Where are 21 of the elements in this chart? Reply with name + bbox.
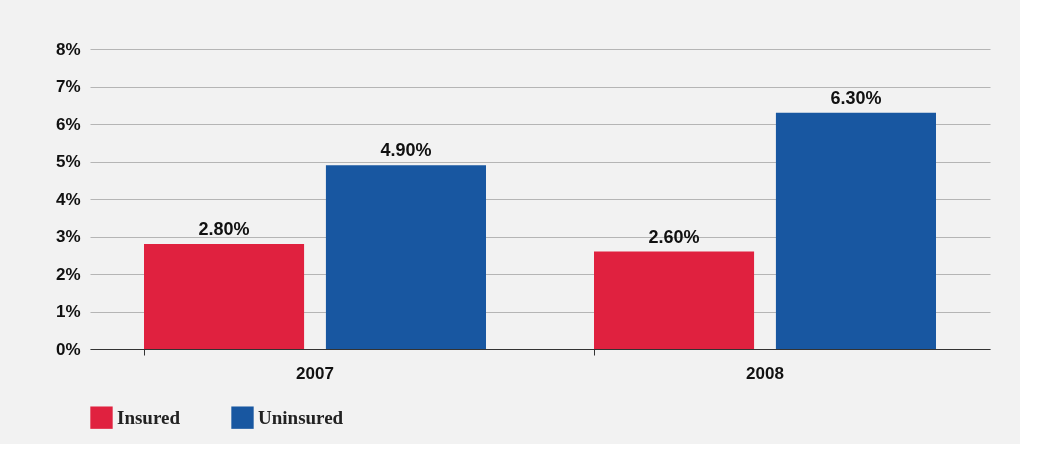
y-tick-label: 3% (55, 227, 81, 246)
y-tick-label: 6% (55, 114, 81, 134)
data-label: 2.60% (648, 226, 700, 247)
y-tick-label: 7% (55, 77, 81, 96)
x-tick-label: 2008 (746, 363, 784, 383)
bar (144, 244, 305, 349)
y-tick-label: 5% (55, 152, 81, 171)
bar (325, 165, 486, 349)
y-tick-label: 2% (55, 264, 81, 284)
data-label: 6.30% (830, 87, 882, 108)
data-label: 4.90% (380, 140, 432, 161)
y-tick-label: 0% (55, 339, 81, 359)
bar (594, 251, 755, 349)
bar (775, 112, 936, 349)
x-tick-label: 2007 (296, 363, 334, 383)
legend-label: Insured (117, 406, 181, 428)
legend-label: Uninsured (258, 406, 344, 428)
data-label: 2.80% (198, 219, 250, 239)
y-tick-label: 4% (55, 189, 81, 209)
y-tick-label: 1% (55, 302, 81, 321)
y-tick-label: 8% (55, 39, 81, 59)
